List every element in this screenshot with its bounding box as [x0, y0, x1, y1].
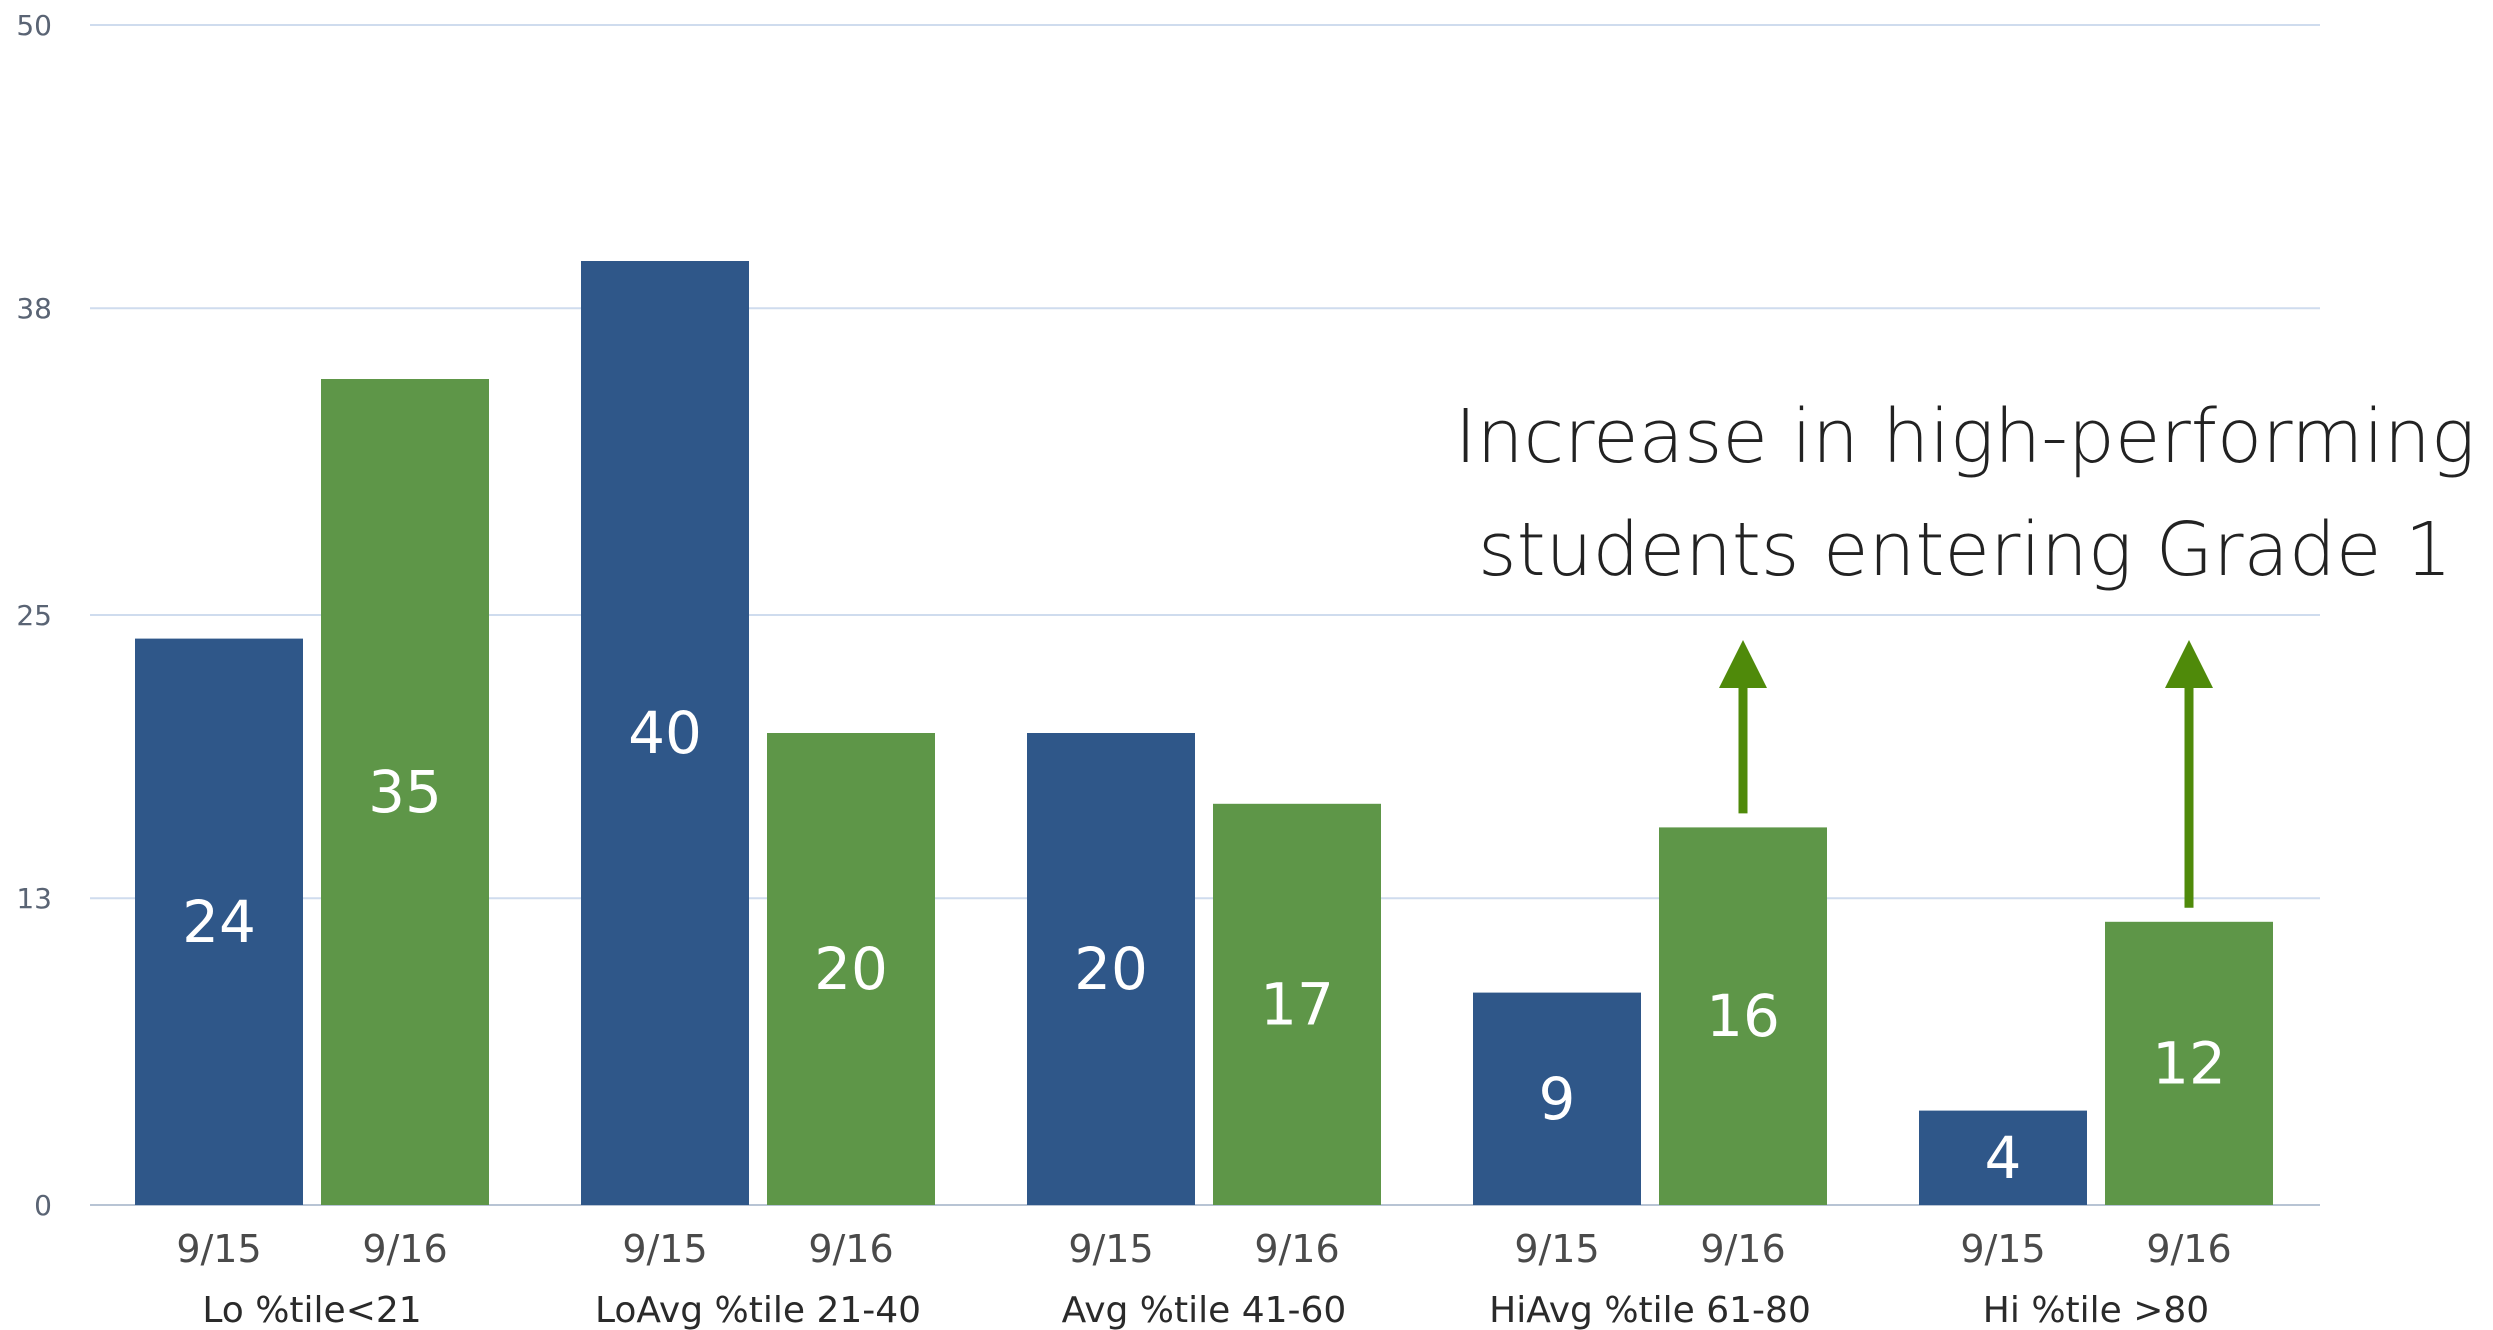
- y-tick-label: 25: [16, 599, 52, 632]
- bar-value-labels: 24 35 40 20 20 17 9 16 4 12: [182, 699, 2226, 1192]
- category-label: Hi %tile >80: [1983, 1290, 2209, 1330]
- arrow-head: [2165, 640, 2213, 688]
- bar-9-15-1: [581, 261, 749, 1205]
- y-tick-label: 50: [16, 9, 52, 42]
- increase-arrow: [2165, 640, 2213, 908]
- series-tick-label: 9/16: [362, 1227, 447, 1271]
- increase-arrows: [1719, 640, 2213, 908]
- bar-9-15-4: [1919, 1110, 2087, 1205]
- y-tick-label: 0: [34, 1189, 52, 1222]
- bar-value-label: 16: [1706, 982, 1780, 1050]
- bar-value-label: 24: [182, 888, 256, 956]
- series-tick-label: 9/16: [808, 1227, 893, 1271]
- bar-9-16-0: [321, 379, 489, 1205]
- y-tick-label: 38: [16, 292, 52, 325]
- bar-9-16-1: [767, 733, 935, 1205]
- bar-9-16-2: [1213, 803, 1381, 1205]
- bar-9-15-3: [1473, 992, 1641, 1205]
- series-tick-label: 9/15: [1960, 1227, 2045, 1271]
- bar-value-label: 4: [1985, 1124, 2022, 1192]
- series-tick-label: 9/16: [2146, 1227, 2231, 1271]
- series-tick-label: 9/15: [176, 1227, 261, 1271]
- bar-9-16-3: [1659, 827, 1827, 1205]
- category-label: HiAvg %tile 61-80: [1489, 1290, 1811, 1330]
- bar-value-label: 20: [1074, 935, 1148, 1003]
- series-tick-label: 9/16: [1254, 1227, 1339, 1271]
- bar-value-label: 20: [814, 935, 888, 1003]
- bar-9-16-4: [2105, 921, 2273, 1205]
- bar-9-15-2: [1027, 733, 1195, 1205]
- category-label: LoAvg %tile 21-40: [595, 1290, 921, 1330]
- series-tick-label: 9/15: [1068, 1227, 1153, 1271]
- series-tick-label: 9/15: [1514, 1227, 1599, 1271]
- y-axis-ticks: 0 13 25 38 50: [16, 9, 52, 1222]
- x-axis-series-ticks: 9/15 9/16 9/15 9/16 9/15 9/16 9/15 9/16 9/15 9/16: [176, 1227, 2231, 1271]
- category-label: Lo %tile<21: [202, 1290, 421, 1330]
- annotation: Increase in high-performing students ent…: [1455, 394, 2475, 593]
- series-tick-label: 9/16: [1700, 1227, 1785, 1271]
- bar-value-label: 17: [1260, 970, 1334, 1038]
- bar-9-15-0: [135, 638, 303, 1205]
- x-axis-category-labels: Lo %tile<21 LoAvg %tile 21-40 Avg %tile 41…: [202, 1290, 2209, 1330]
- bar-value-label: 40: [628, 699, 702, 767]
- arrow-head: [1719, 640, 1767, 688]
- y-tick-label: 13: [16, 882, 52, 915]
- series-tick-label: 9/15: [622, 1227, 707, 1271]
- bars: [135, 261, 2273, 1205]
- annotation-line-2: students entering Grade 1: [1478, 507, 2452, 593]
- increase-arrow: [1719, 640, 1767, 814]
- bar-value-label: 35: [368, 758, 442, 826]
- bar-value-label: 9: [1539, 1065, 1576, 1133]
- annotation-line-1: Increase in high-performing: [1455, 394, 2475, 480]
- bar-value-label: 12: [2152, 1029, 2226, 1097]
- category-label: Avg %tile 41-60: [1062, 1290, 1347, 1330]
